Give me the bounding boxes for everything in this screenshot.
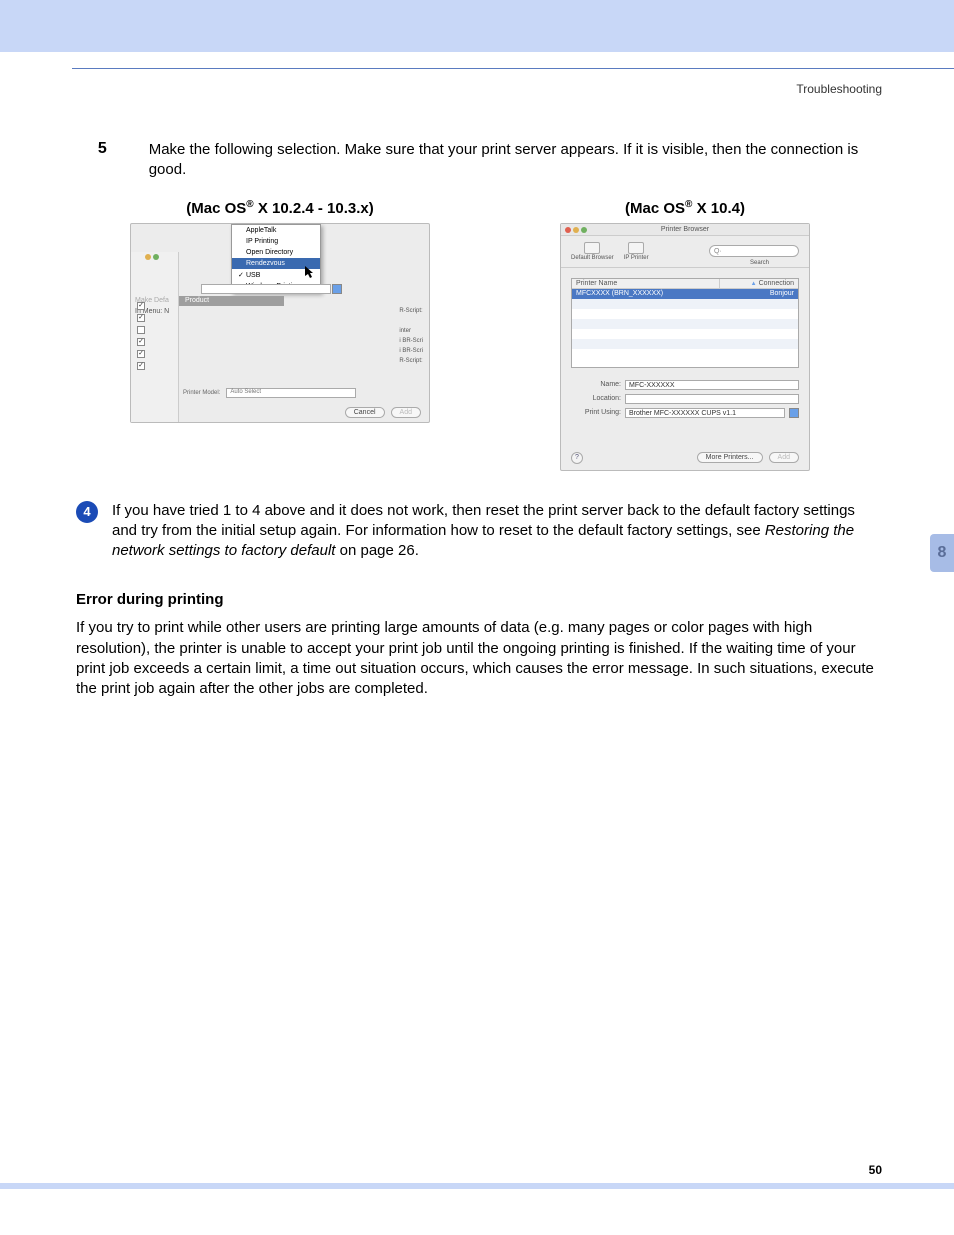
name-row: Name: MFC-XXXXXX [571,378,799,392]
location-field[interactable] [625,394,799,404]
help-button[interactable]: ? [571,452,583,464]
select-arrow-icon[interactable] [789,408,799,418]
name-field[interactable]: MFC-XXXXXX [625,380,799,390]
list-row-empty [572,299,798,309]
mac-b-toolbar: Default Browser IP Printer Q· [561,236,809,268]
header-rule [72,68,954,69]
list-row-empty [572,329,798,339]
step-5-text: Make the following selection. Make sure … [149,140,882,181]
name-label: Name: [571,381,621,388]
checkbox[interactable] [137,302,145,310]
error-body: If you try to print while other users ar… [76,618,882,699]
page-number: 50 [869,1163,882,1177]
step-4: 4 If you have tried 1 to 4 above and it … [76,501,882,562]
checkbox[interactable] [137,350,145,358]
screenshots-row: (Mac OS® X 10.2.4 - 10.3.x) Make Defa In… [130,199,882,471]
close-icon[interactable] [137,254,143,260]
shot-b-label-post: X 10.4) [692,200,745,217]
list-row-empty [572,309,798,319]
top-band [0,0,954,52]
more-printers-button[interactable]: More Printers... [697,452,763,463]
window-title: Printer Browser [661,226,709,233]
error-heading: Error during printing [76,591,882,608]
menu-item-opendir[interactable]: Open Directory [232,247,320,258]
shot-a-label-post: X 10.2.4 - 10.3.x) [254,200,374,217]
mac-a-traffic-lights [137,254,159,260]
close-icon[interactable] [565,227,571,233]
select-arrow-icon[interactable] [332,284,342,294]
checkbox[interactable] [137,362,145,370]
print-using-select[interactable]: Brother MFC-XXXXXX CUPS v1.1 [625,408,785,418]
printer-model-label: Printer Model: [183,390,220,396]
mac-b-bottom-row: ? More Printers... Add [571,452,799,464]
screenshot-mac-10-2: (Mac OS® X 10.2.4 - 10.3.x) Make Defa In… [130,199,430,471]
page-content: 5 Make the following selection. Make sur… [76,140,882,699]
print-using-label: Print Using: [571,409,621,416]
cancel-button[interactable]: Cancel [345,407,385,418]
step-5-number: 5 [76,140,129,181]
mac-b-dialog: Printer Browser Default Browser IP Print… [560,223,810,471]
checkbox[interactable] [137,314,145,322]
location-row: Location: [571,392,799,406]
printer-row-selected[interactable]: MFCXXXX (BRN_XXXXXX) Bonjour [572,289,798,299]
default-browser-button[interactable]: Default Browser [571,242,614,261]
menu-item-appletalk[interactable]: AppleTalk [232,225,320,236]
shot-a-label: (Mac OS® X 10.2.4 - 10.3.x) [186,199,373,217]
mac-a-button-row: Cancel Add [345,407,421,418]
cursor-icon [305,266,315,278]
connection-menu[interactable]: AppleTalk IP Printing Open Directory Ren… [231,224,321,293]
ip-printer-icon [628,242,644,254]
col-printer-name[interactable]: Printer Name [572,279,720,288]
product-column-header: Product [179,296,284,306]
checkbox-column [137,302,145,370]
search-icon: Q· [714,248,722,255]
step-4-text: If you have tried 1 to 4 above and it do… [112,501,882,562]
location-label: Location: [571,395,621,402]
zoom-icon[interactable] [581,227,587,233]
sort-chevron-icon: ▲ [751,281,757,287]
printer-form: Name: MFC-XXXXXX Location: Print Using: … [571,378,799,420]
mac-b-titlebar: Printer Browser [561,224,809,236]
print-using-row: Print Using: Brother MFC-XXXXXX CUPS v1.… [571,406,799,420]
mac-b-traffic-lights [565,227,587,233]
screenshot-mac-10-4: (Mac OS® X 10.4) Printer Browser Default… [560,199,810,471]
minimize-icon[interactable] [145,254,151,260]
step-5: 5 Make the following selection. Make sur… [76,140,882,181]
step-4-number: 4 [76,501,98,523]
registered-icon: ® [246,199,253,210]
checkbox[interactable] [137,338,145,346]
list-row-empty [572,319,798,329]
search-input[interactable]: Q· [709,245,799,257]
printer-list: Printer Name ▲Connection MFCXXXX (BRN_XX… [571,278,799,368]
add-button[interactable]: Add [391,407,421,418]
shot-a-label-pre: (Mac OS [186,200,246,217]
shot-b-label: (Mac OS® X 10.4) [625,199,745,217]
search-label: Search [750,260,769,266]
default-browser-icon [584,242,600,254]
list-header: Printer Name ▲Connection [572,279,798,289]
printer-model-select[interactable]: Auto Select [226,388,356,398]
menu-item-ip[interactable]: IP Printing [232,236,320,247]
checkbox[interactable] [137,326,145,334]
mac-a-side-text: R-Script: inter i BR-Scri i BR-Scri R-Sc… [399,306,423,366]
footer-band [0,1183,954,1189]
shot-b-label-pre: (Mac OS [625,200,685,217]
minimize-icon[interactable] [573,227,579,233]
zoom-icon[interactable] [153,254,159,260]
ip-printer-button[interactable]: IP Printer [624,242,649,261]
connection-select-field[interactable] [201,284,331,294]
chapter-tab: 8 [930,534,954,572]
list-row-empty [572,339,798,349]
mac-a-dialog: Make Defa In Menu: N AppleT [130,223,430,423]
section-header: Troubleshooting [796,82,882,96]
col-connection[interactable]: ▲Connection [720,279,798,288]
add-button[interactable]: Add [769,452,799,463]
printer-model-row: Printer Model: Auto Select [183,388,356,398]
